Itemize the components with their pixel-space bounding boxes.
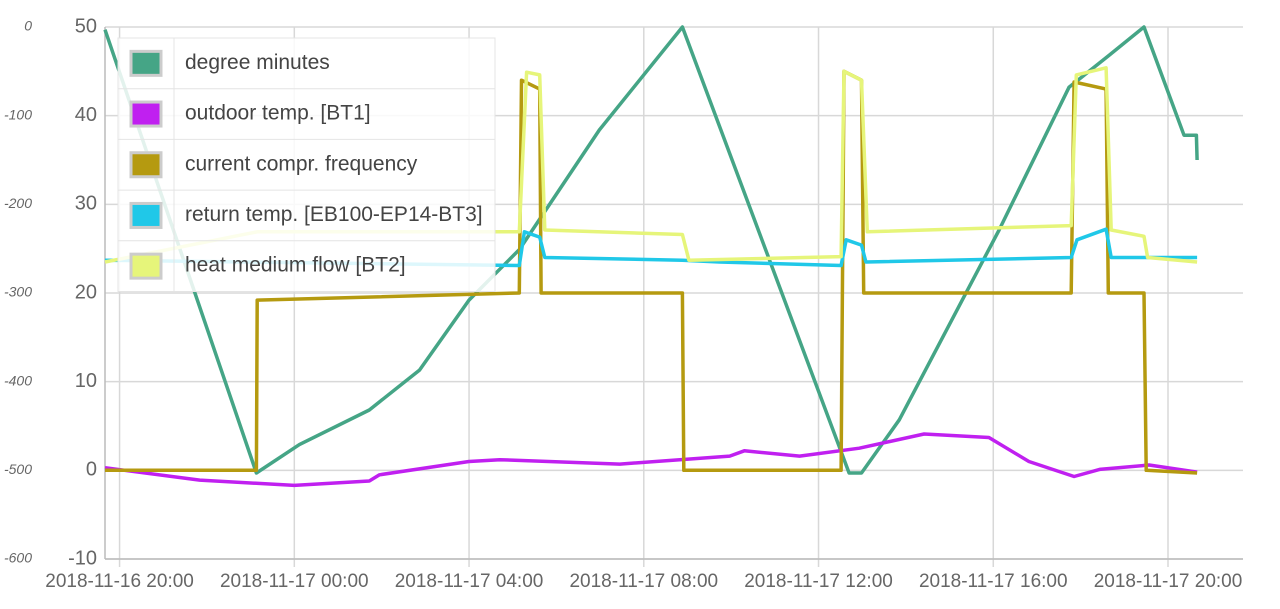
y-tick-label: 20	[75, 281, 97, 303]
series-line	[103, 25, 1199, 475]
legend: degree minutes outdoor temp. [BT1] current…	[117, 37, 496, 292]
legend-box	[117, 37, 496, 292]
legend-label: outdoor temp. [BT1]	[185, 102, 371, 125]
legend-label: degree minutes	[185, 51, 330, 74]
x-tick-label: 2018-11-17 16:00	[919, 571, 1068, 592]
x-tick-label: 2018-11-16 20:00	[45, 571, 194, 592]
series-line	[104, 432, 1198, 488]
y2-tick-label: -100	[4, 106, 32, 122]
legend-swatch	[129, 49, 163, 77]
y-tick-label: 0	[86, 459, 97, 481]
y-tick-label: 10	[75, 370, 97, 392]
x-tick-label: 2018-11-17 00:00	[220, 571, 369, 592]
y2-tick-label: -600	[4, 550, 32, 566]
legend-label: current compr. frequency	[185, 152, 418, 175]
x-tick-label: 2018-11-17 08:00	[569, 571, 718, 592]
y-tick-label: -10	[68, 547, 97, 569]
series-line	[104, 227, 1198, 268]
legend-label: return temp. [EB100-EP14-BT3]	[185, 203, 483, 226]
legend-label: heat medium flow [BT2]	[185, 254, 406, 277]
y2-tick-label: -400	[4, 372, 32, 388]
y2-tick-label: -500	[4, 461, 32, 477]
y-tick-label: 30	[75, 193, 97, 215]
x-tick-label: 2018-11-17 12:00	[744, 571, 893, 592]
legend-swatch	[129, 100, 163, 128]
legend-swatch	[129, 201, 163, 229]
x-tick-label: 2018-11-17 04:00	[395, 571, 544, 592]
y2-tick-label: 0	[24, 18, 32, 34]
y2-tick-label: -200	[4, 195, 32, 211]
y-tick-label: 50	[75, 15, 97, 37]
y-tick-label: 40	[75, 104, 97, 126]
legend-swatch	[129, 151, 163, 179]
x-tick-label: 2018-11-17 20:00	[1094, 571, 1243, 592]
y2-tick-label: -300	[4, 284, 32, 300]
series-line	[104, 66, 1198, 264]
legend-swatch	[129, 252, 163, 280]
